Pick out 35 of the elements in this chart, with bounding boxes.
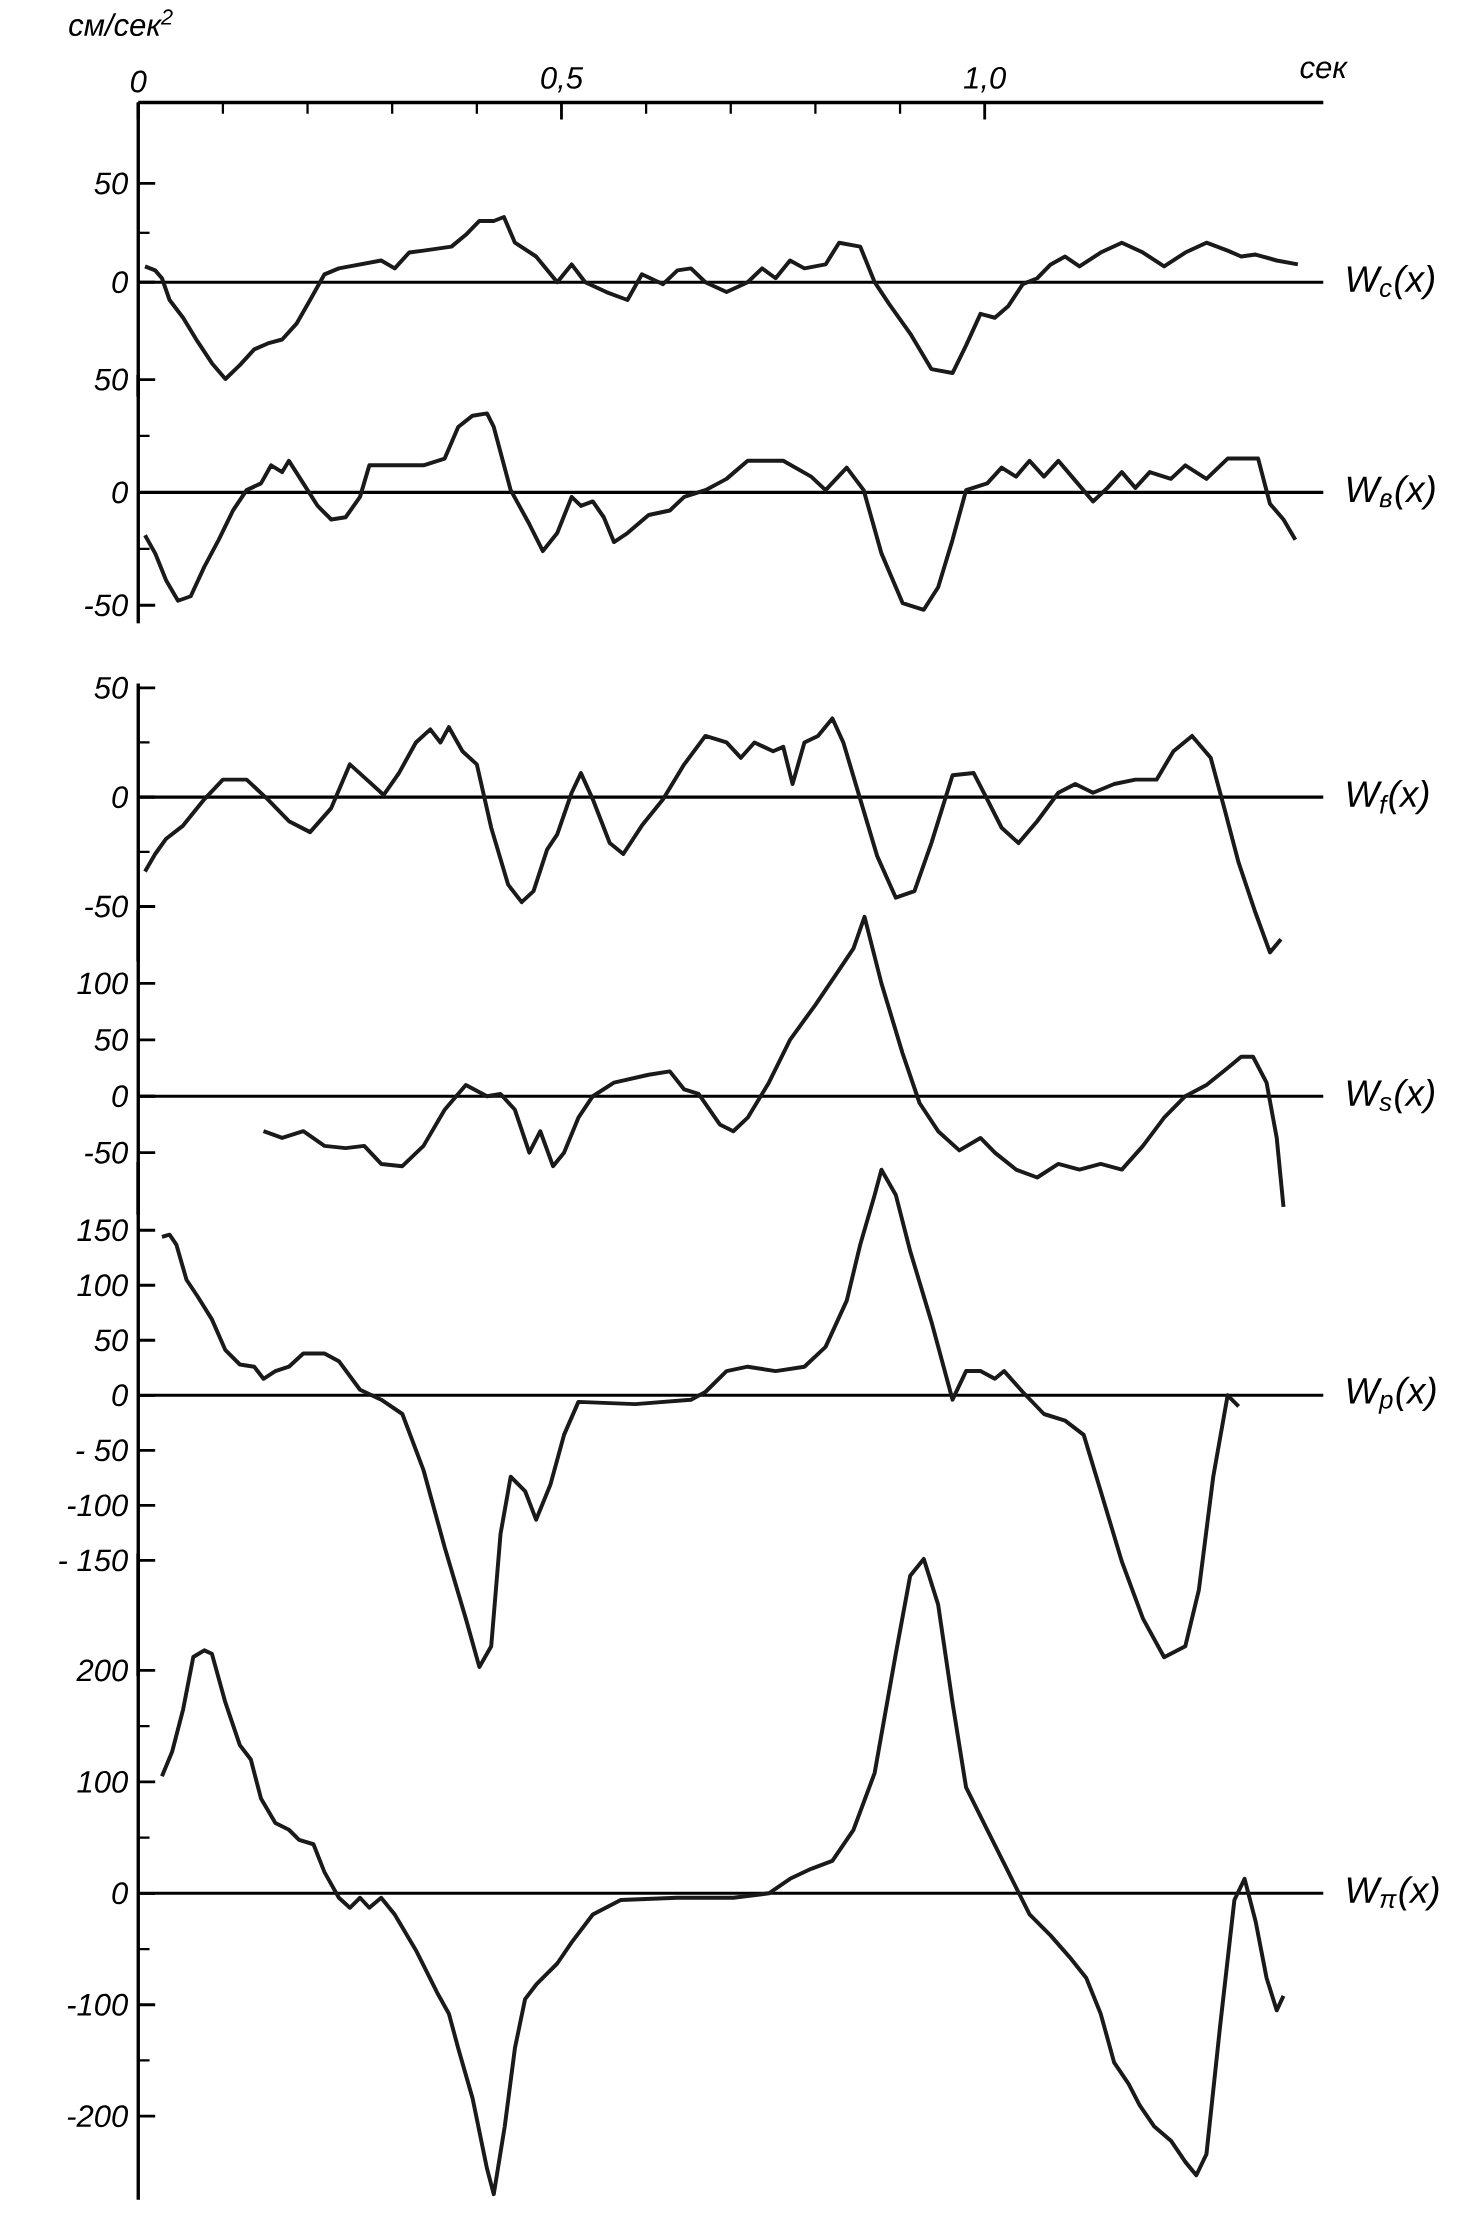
y-tick-label: 200	[76, 1659, 129, 1682]
text: W$_{f}$(x)	[1347, 780, 1429, 815]
y-tick-label: - 50	[76, 1439, 128, 1462]
y-tick-label: 0	[112, 1085, 129, 1108]
x-tick-label: 0	[130, 70, 147, 93]
y-tick-label: 150	[77, 1219, 129, 1242]
y-tick-label: 0	[112, 271, 129, 294]
x-tick-label: 1,0	[963, 66, 1007, 93]
y-tick-label: 50	[94, 676, 129, 699]
series-label: W$_{c}$(x)	[1347, 265, 1435, 300]
series-label: W$_{в}$(x)	[1347, 475, 1435, 510]
y-tick-label: -50	[85, 1141, 129, 1164]
y-axis-title: см/сек$^{2}$	[69, 9, 173, 37]
text: W$_{π}$(x)	[1347, 1876, 1439, 1911]
y-tick-label: 50	[94, 172, 129, 195]
x-axis-title: сек	[1300, 61, 1349, 79]
y-tick-label: 0	[112, 1882, 129, 1905]
text: W$_{p}$(x)	[1347, 1376, 1436, 1414]
y-tick-label: -100	[67, 1993, 129, 2016]
y-tick-label: 0	[112, 1384, 129, 1407]
y-tick-label: 50	[94, 368, 129, 391]
y-tick-label: 50	[94, 1329, 129, 1352]
y-tick-label: - 150	[59, 1549, 128, 1572]
y-tick-label: 0	[112, 786, 129, 809]
y-tick-label: -50	[85, 895, 129, 918]
y-tick-label: -50	[85, 594, 129, 617]
y-tick-label: 100	[77, 1274, 129, 1297]
text: W$_{s}$(x)	[1347, 1079, 1435, 1114]
y-tick-label: 50	[94, 1028, 129, 1051]
y-tick-label: -100	[67, 1494, 129, 1517]
x-tick-label: 0,5	[541, 66, 584, 93]
y-tick-label: 0	[112, 481, 129, 504]
y-tick-label: -200	[67, 2105, 129, 2128]
y-tick-label: 100	[77, 1770, 129, 1793]
y-tick-label: 100	[77, 972, 129, 995]
